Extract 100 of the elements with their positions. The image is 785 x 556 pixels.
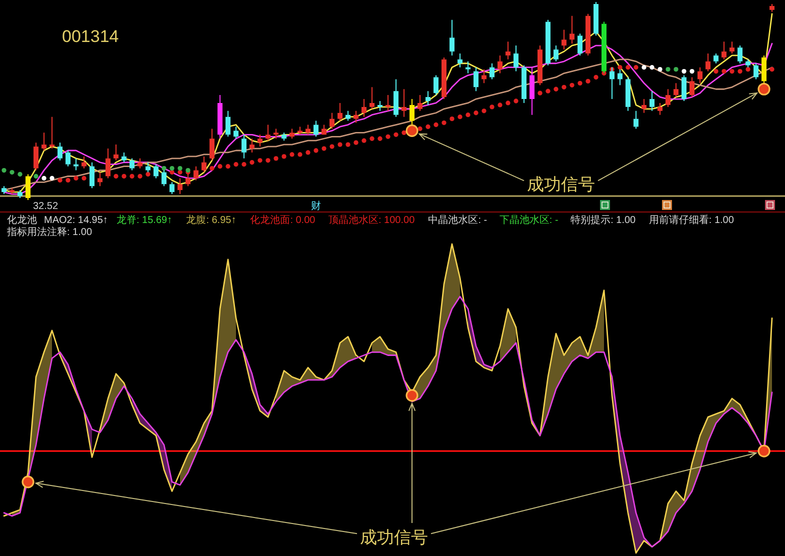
point <box>18 172 22 177</box>
candlestick <box>498 54 502 74</box>
text: 001314 <box>62 27 119 46</box>
candlestick <box>338 102 342 122</box>
candlestick <box>50 116 54 150</box>
text: 顶晶池水区: 100.00 <box>328 214 416 226</box>
candlestick <box>554 45 558 62</box>
candlestick <box>194 166 198 181</box>
point <box>406 124 418 137</box>
candlestick <box>346 110 350 122</box>
candlestick <box>650 90 654 112</box>
candlestick <box>66 150 70 167</box>
candlestick <box>210 128 214 161</box>
candlestick <box>178 178 182 195</box>
candlestick <box>82 156 86 169</box>
point <box>758 82 770 96</box>
candlestick <box>530 66 534 116</box>
candlestick <box>490 62 494 80</box>
candlestick <box>394 78 398 118</box>
candlestick <box>370 86 374 110</box>
candlestick <box>250 138 254 153</box>
candlestick <box>754 62 758 80</box>
candlestick <box>330 112 334 130</box>
candlestick <box>130 158 134 171</box>
point <box>650 65 654 70</box>
point <box>674 67 678 72</box>
candlestick <box>290 128 294 140</box>
candlestick <box>26 174 30 200</box>
candlestick <box>410 98 414 128</box>
point <box>178 166 182 171</box>
text: 特别提示: 1.00 <box>570 214 636 226</box>
candlestick <box>226 110 230 138</box>
point <box>2 168 6 173</box>
candlestick <box>202 156 206 173</box>
candlestick <box>418 94 422 112</box>
text: 龙腹: 6.95↑ <box>186 214 236 226</box>
candlestick <box>738 45 742 64</box>
point <box>42 176 46 181</box>
candlestick <box>242 134 246 159</box>
candlestick <box>74 158 78 171</box>
candlestick <box>362 98 366 118</box>
candlestick <box>58 142 62 161</box>
candlestick <box>386 94 390 112</box>
candlestick <box>234 126 238 140</box>
candlestick <box>354 110 358 124</box>
text: 下晶池水区: - <box>499 214 558 226</box>
candlestick <box>458 52 462 68</box>
candlestick <box>106 148 110 179</box>
point <box>682 68 686 74</box>
candlestick <box>170 182 174 195</box>
candlestick <box>706 52 710 72</box>
candlestick <box>506 41 510 60</box>
candlestick <box>570 15 574 44</box>
text: 用前请仔细看: 1.00 <box>648 214 734 226</box>
candlestick <box>762 54 766 84</box>
candlestick <box>138 158 142 169</box>
candlestick <box>434 74 438 96</box>
text: 龙脊: 15.69↑ <box>116 214 172 226</box>
candlestick <box>666 88 670 108</box>
candlestick <box>690 76 694 98</box>
candlestick <box>466 60 470 74</box>
candlestick <box>378 100 382 112</box>
candlestick <box>578 33 582 56</box>
point <box>658 67 662 72</box>
candlestick <box>122 152 126 163</box>
annotation: 成功信号 <box>527 175 595 194</box>
point <box>50 176 54 181</box>
text: 指标用法注释: 1.00 <box>6 226 92 238</box>
candlestick <box>306 124 310 136</box>
point <box>666 67 670 72</box>
chart-title: 化龙池 <box>7 214 37 226</box>
candlestick <box>314 120 318 138</box>
candlestick <box>658 102 662 116</box>
annotation: 成功信号 <box>360 528 428 547</box>
candlestick <box>402 88 406 118</box>
text: MAO2: 14.95↑ <box>44 215 108 226</box>
candlestick <box>514 45 518 72</box>
candlestick <box>722 41 726 60</box>
text: 中晶池水区: - <box>428 214 488 226</box>
point <box>34 174 38 179</box>
point <box>10 170 14 175</box>
text: 化龙池面: 0.00 <box>250 214 316 226</box>
candlestick <box>730 41 734 54</box>
candlestick <box>154 164 158 179</box>
candlestick <box>258 134 262 148</box>
point <box>170 166 174 171</box>
candlestick <box>474 66 478 92</box>
candlestick <box>642 98 646 114</box>
candlestick <box>274 128 278 140</box>
candlestick <box>714 52 718 64</box>
point <box>642 65 646 70</box>
candlestick <box>34 142 38 171</box>
point <box>690 68 694 74</box>
candlestick <box>98 172 102 187</box>
x-tick-label: 财 <box>311 200 321 212</box>
candlestick <box>114 144 118 161</box>
candlestick <box>682 74 686 102</box>
candlestick <box>266 124 270 142</box>
candlestick <box>634 110 638 130</box>
candlestick <box>90 162 94 189</box>
